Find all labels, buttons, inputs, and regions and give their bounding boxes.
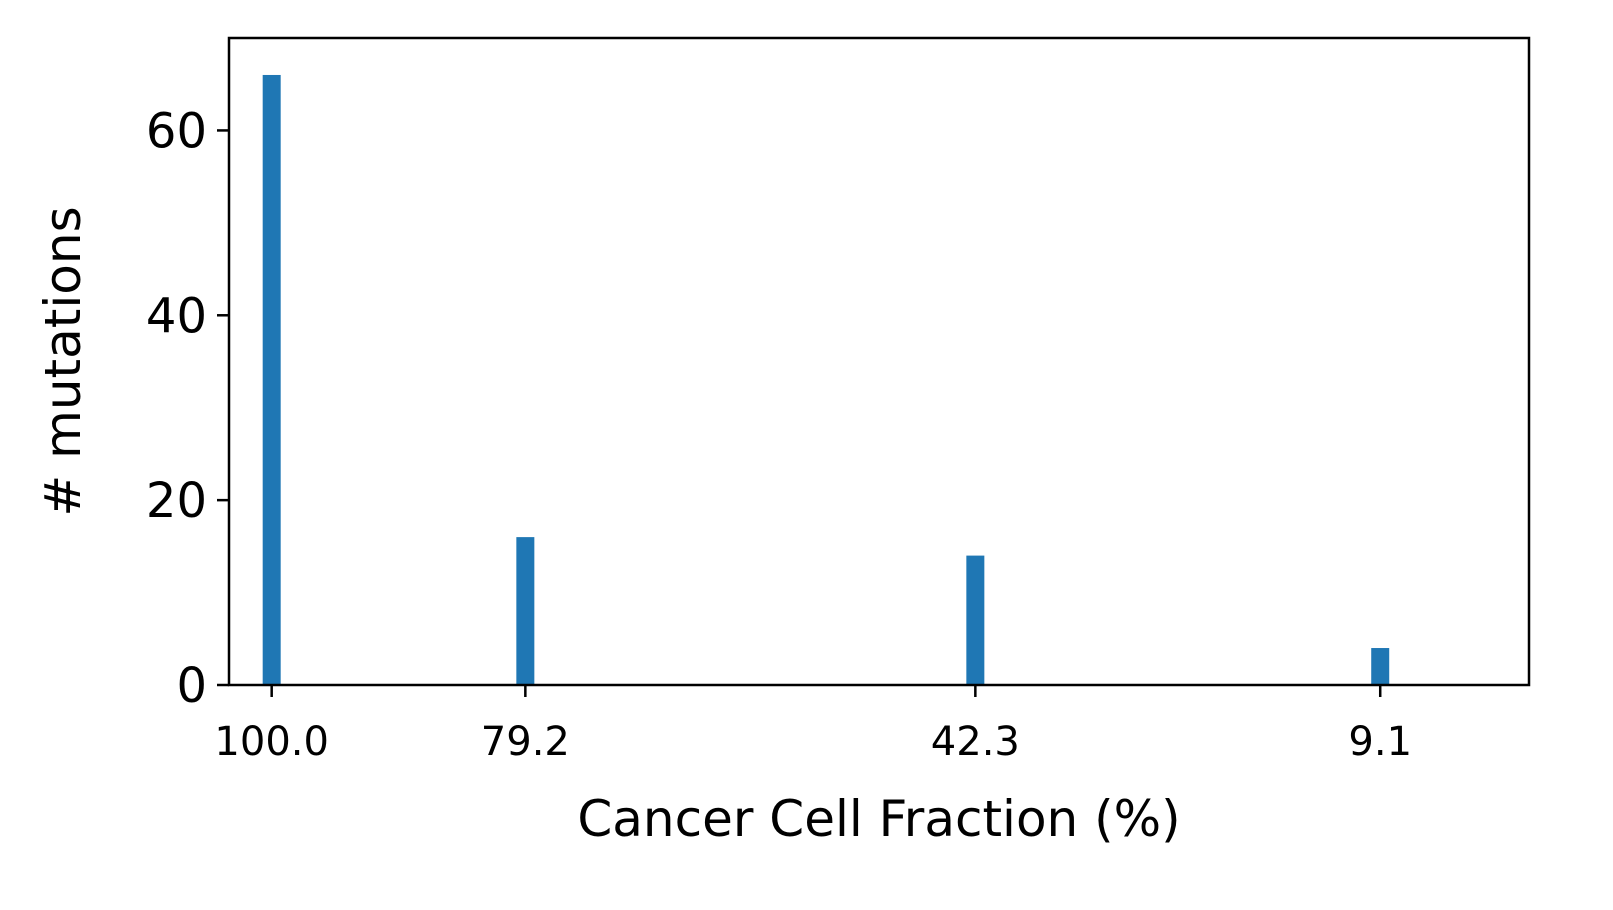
y-tick-label: 60 — [146, 103, 207, 159]
x-axis-title: Cancer Cell Fraction (%) — [577, 790, 1180, 848]
y-tick-label: 40 — [146, 288, 207, 344]
bar-42.3 — [966, 555, 985, 685]
bar-9.1 — [1371, 648, 1390, 685]
x-tick-label: 79.2 — [481, 719, 570, 765]
y-axis: 0 20 40 60 — [146, 103, 229, 714]
bars-group — [262, 74, 1390, 685]
y-tick-label: 20 — [146, 473, 207, 529]
bar-79.2 — [516, 537, 535, 685]
bar-100.0 — [262, 74, 281, 685]
y-axis-title: # mutations — [34, 206, 92, 516]
x-tick-label: 42.3 — [931, 719, 1020, 765]
plot-area-frame — [227, 36, 1531, 687]
x-tick-label: 9.1 — [1348, 719, 1412, 765]
x-axis: 100.0 79.2 42.3 9.1 — [214, 685, 1412, 765]
x-tick-label: 100.0 — [214, 719, 329, 765]
y-tick-label: 0 — [176, 658, 207, 714]
